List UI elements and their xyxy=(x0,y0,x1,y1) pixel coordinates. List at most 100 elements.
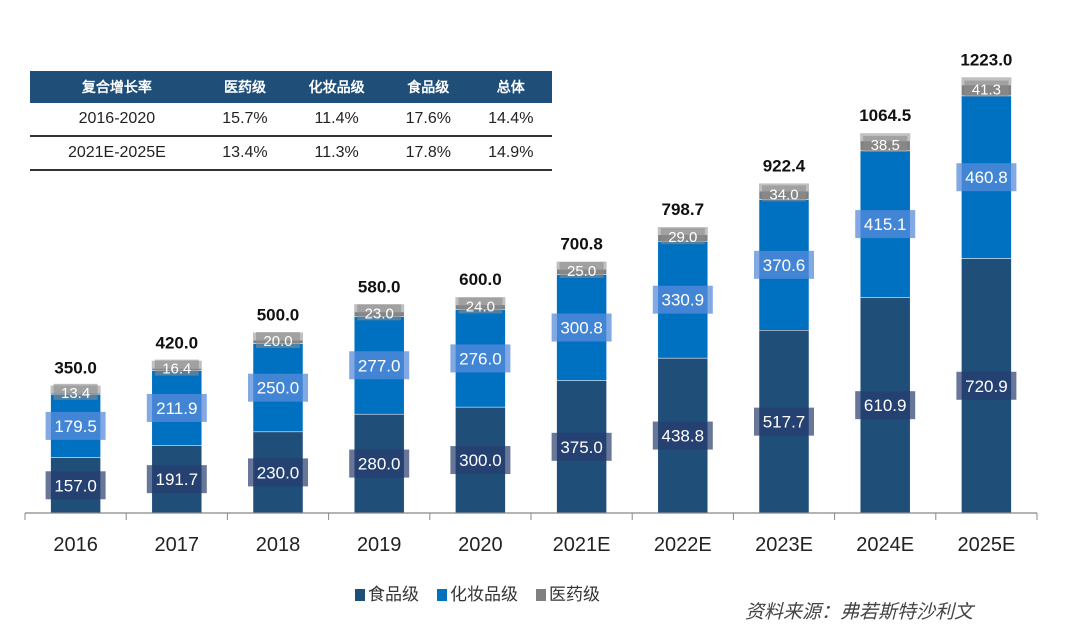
data-label-box xyxy=(45,471,106,500)
legend-swatch xyxy=(536,589,546,601)
table-cell: 17.8% xyxy=(387,136,470,171)
data-label-box xyxy=(855,391,916,420)
data-label-box xyxy=(349,351,410,380)
total-label: 1064.5 xyxy=(859,106,911,125)
data-label: 25.0 xyxy=(567,263,596,280)
data-label: 157.0 xyxy=(54,476,97,495)
data-label: 13.4 xyxy=(61,385,90,402)
data-label-box xyxy=(652,421,713,450)
data-label: 34.0 xyxy=(769,186,798,203)
total-label: 350.0 xyxy=(54,358,97,377)
data-label: 280.0 xyxy=(358,455,401,474)
total-label: 420.0 xyxy=(156,334,199,353)
data-label: 517.7 xyxy=(763,413,806,432)
x-tick-label: 2025E xyxy=(957,534,1015,556)
x-tick-label: 2023E xyxy=(755,534,813,556)
legend-label: 食品级 xyxy=(368,585,419,605)
data-label: 276.0 xyxy=(459,349,502,368)
table-header: 医药级 xyxy=(203,71,287,103)
data-label: 211.9 xyxy=(156,399,197,418)
table-cell: 2016-2020 xyxy=(30,103,204,137)
data-label-box xyxy=(45,411,106,440)
data-label: 24.0 xyxy=(466,298,495,315)
total-label: 922.4 xyxy=(763,156,806,175)
data-label-box xyxy=(450,344,511,373)
table-header: 化妆品级 xyxy=(286,71,388,103)
data-label: 230.0 xyxy=(257,463,300,482)
data-label: 300.0 xyxy=(459,451,502,470)
data-label: 438.8 xyxy=(662,427,705,446)
data-label-box xyxy=(357,304,402,321)
data-label-box xyxy=(154,359,199,376)
table-header: 食品级 xyxy=(387,71,470,103)
x-tick-label: 2017 xyxy=(155,534,200,556)
data-label: 41.3 xyxy=(972,82,1001,99)
cagr-table: 复合增长率 医药级 化妆品级 食品级 总体 2016-2020 15.7% 11… xyxy=(30,71,552,171)
data-label: 300.8 xyxy=(560,319,603,338)
x-tick-label: 2018 xyxy=(256,534,301,556)
total-label: 700.8 xyxy=(560,235,603,254)
data-label: 250.0 xyxy=(257,379,300,398)
legend-swatch xyxy=(355,589,365,601)
x-tick-label: 2019 xyxy=(357,534,402,556)
x-tick-label: 2016 xyxy=(53,534,98,556)
data-label-box xyxy=(248,458,308,487)
data-label-box xyxy=(248,373,308,402)
total-label: 1223.0 xyxy=(960,50,1012,69)
table-cell: 14.9% xyxy=(469,136,552,171)
data-label: 720.9 xyxy=(965,377,1008,396)
table-header-row: 复合增长率 医药级 化妆品级 食品级 总体 xyxy=(30,71,552,103)
legend-swatch xyxy=(437,589,447,601)
data-label: 20.0 xyxy=(263,333,292,350)
legend-item-pharma: 医药级 xyxy=(536,580,600,605)
chart-legend: 食品级 化妆品级 医药级 xyxy=(355,580,600,605)
data-label: 277.0 xyxy=(358,356,401,375)
x-tick-label: 2022E xyxy=(654,534,712,556)
data-label-box xyxy=(855,210,916,239)
data-label: 29.0 xyxy=(668,229,697,246)
table-cell: 17.6% xyxy=(387,103,470,137)
data-label: 330.9 xyxy=(662,291,705,310)
legend-label: 医药级 xyxy=(549,585,600,605)
table-cell: 2021E-2025E xyxy=(30,136,204,171)
table-cell: 13.4% xyxy=(203,136,287,171)
data-label-box xyxy=(256,332,300,349)
table-cell: 15.7% xyxy=(203,103,287,137)
data-label-box xyxy=(458,297,503,314)
table-cell: 14.4% xyxy=(469,103,552,137)
data-label-box xyxy=(349,449,410,478)
data-label-box xyxy=(754,407,814,436)
data-label: 191.7 xyxy=(156,470,199,489)
data-label-box xyxy=(551,432,612,461)
data-label-box xyxy=(660,228,705,245)
table-header: 总体 xyxy=(469,71,552,103)
data-label-box xyxy=(964,80,1009,97)
data-label-box xyxy=(956,371,1017,400)
legend-item-food: 食品级 xyxy=(355,580,419,605)
source-note: 资料来源：弗若斯特沙利文 xyxy=(745,601,974,623)
data-label-box xyxy=(863,136,908,153)
data-label-box xyxy=(450,446,511,475)
data-label: 610.9 xyxy=(864,396,907,415)
data-label: 179.5 xyxy=(54,417,97,436)
data-label-box xyxy=(53,383,98,400)
total-label: 580.0 xyxy=(358,277,401,296)
total-label: 600.0 xyxy=(459,270,502,289)
data-label-box xyxy=(956,163,1017,192)
data-label: 38.5 xyxy=(871,137,900,154)
table-header: 复合增长率 xyxy=(30,71,204,103)
x-tick-label: 2021E xyxy=(553,534,611,556)
data-label: 16.4 xyxy=(162,361,191,378)
total-label: 500.0 xyxy=(257,306,300,325)
data-label: 460.8 xyxy=(965,168,1008,187)
data-label-box xyxy=(762,185,806,202)
legend-item-cosmetic: 化妆品级 xyxy=(437,580,518,605)
table-cell: 11.4% xyxy=(286,103,388,137)
total-label: 798.7 xyxy=(662,200,705,219)
data-label-box xyxy=(146,465,207,494)
data-label-box xyxy=(146,393,207,422)
data-label-box xyxy=(551,313,612,342)
data-label: 23.0 xyxy=(365,305,394,322)
data-label: 415.1 xyxy=(864,215,907,234)
